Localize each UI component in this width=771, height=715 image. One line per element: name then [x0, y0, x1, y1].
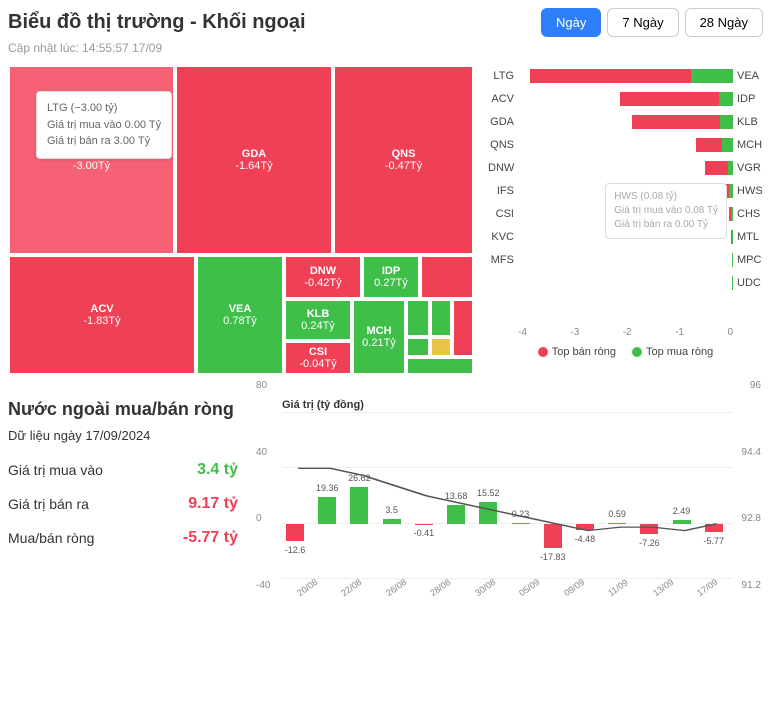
net-title: Nước ngoài mua/bán ròng — [8, 399, 238, 420]
treemap-cell-small[interactable] — [406, 299, 430, 337]
net-date: Dữ liệu ngày 17/09/2024 — [8, 428, 238, 443]
hbar-row[interactable]: GDA KLB — [488, 111, 763, 133]
net-summary: Nước ngoài mua/bán ròng Dữ liệu ngày 17/… — [8, 399, 238, 599]
hbar-label-left: DNW — [488, 162, 518, 174]
hbar-label-right: VEA — [733, 70, 763, 82]
yaxis-left-tick: -40 — [256, 580, 270, 591]
hbar-chart[interactable]: HWS (0.08 tỷ) Giá trị mua vào 0.08 Tỷ Gi… — [488, 65, 763, 325]
hbar-label-left: GDA — [488, 116, 518, 128]
hbar-label-right: KLB — [733, 116, 763, 128]
xaxis-tick: 13/09 — [651, 577, 675, 598]
tooltip-line1: Giá trị mua vào 0.08 Tỷ — [614, 204, 718, 218]
hbar-label-left: QNS — [488, 139, 518, 151]
hbar-row[interactable]: DNW VGR — [488, 157, 763, 179]
hbar-tick: -2 — [623, 327, 632, 338]
timestamp: Cập nhật lúc: 14:55:57 17/09 — [8, 41, 763, 55]
treemap-cell-small[interactable] — [406, 337, 430, 357]
xaxis-tick: 09/09 — [562, 577, 586, 598]
bar-panel: HWS (0.08 tỷ) Giá trị mua vào 0.08 Tỷ Gi… — [488, 65, 763, 375]
xaxis-tick: 17/09 — [695, 577, 719, 598]
yaxis-left-tick: 40 — [256, 447, 267, 458]
xaxis-tick: 26/08 — [384, 577, 408, 598]
hbar-label-right: HWS — [733, 185, 763, 197]
treemap-cell-IDP[interactable]: IDP0.27Tỷ — [362, 255, 420, 299]
treemap-tooltip: LTG (−3.00 tỷ)Giá trị mua vào 0.00 TỷGiá… — [36, 91, 172, 159]
yaxis-right-tick: 92.8 — [742, 513, 761, 524]
treemap-cell-VEA[interactable]: VEA0.78Tỷ — [196, 255, 284, 375]
combo-title: Giá trị (tỷ đồng) — [282, 399, 364, 411]
yaxis-right-tick: 91.2 — [742, 580, 761, 591]
hbar-label-right: VGR — [733, 162, 763, 174]
treemap-cell-DNW[interactable]: DNW-0.42Tỷ — [284, 255, 362, 299]
hbar-label-left: LTG — [488, 70, 518, 82]
xaxis-tick: 22/08 — [339, 577, 363, 598]
hbar-tick: -4 — [518, 327, 527, 338]
yaxis-right-tick: 96 — [750, 380, 761, 391]
xaxis-tick: 05/09 — [517, 577, 541, 598]
hbar-label-left: KVC — [488, 231, 518, 243]
treemap-cell-small[interactable] — [430, 299, 452, 337]
hbar-label-right: MCH — [733, 139, 763, 151]
treemap-cell-GDA[interactable]: GDA-1.64Tỷ — [175, 65, 333, 255]
tooltip-title: HWS (0.08 tỷ) — [614, 190, 718, 204]
tab-7 Ngày[interactable]: 7 Ngày — [607, 8, 678, 37]
legend-sell: Top bán ròng — [552, 346, 616, 358]
treemap-cell-small[interactable] — [406, 357, 474, 375]
net-row: Giá trị mua vào3.4 tỷ — [8, 461, 238, 479]
xaxis-tick: 11/09 — [606, 577, 630, 598]
hbar-tick: 0 — [727, 327, 733, 338]
hbar-row[interactable]: LTG VEA — [488, 65, 763, 87]
net-row: Giá trị bán ra9.17 tỷ — [8, 495, 238, 513]
yaxis-left-tick: 0 — [256, 513, 262, 524]
xaxis-tick: 20/08 — [295, 577, 319, 598]
hbar-tick: -3 — [570, 327, 579, 338]
hbar-label-left: ACV — [488, 93, 518, 105]
treemap-cell-small[interactable] — [420, 255, 474, 299]
hbar-label-left: IFS — [488, 185, 518, 197]
page-title: Biểu đồ thị trường - Khối ngoại — [8, 11, 306, 34]
hbar-label-right: IDP — [733, 93, 763, 105]
treemap-cell-QNS[interactable]: QNS-0.47Tỷ — [333, 65, 474, 255]
hbar-axis: -4 -3 -2 -1 0 — [488, 325, 763, 340]
hbar-row[interactable]: ACV IDP — [488, 88, 763, 110]
legend-buy: Top mua ròng — [646, 346, 713, 358]
bar-tooltip: HWS (0.08 tỷ) Giá trị mua vào 0.08 Tỷ Gi… — [605, 183, 727, 239]
yaxis-left-tick: 80 — [256, 380, 267, 391]
tab-Ngày[interactable]: Ngày — [541, 8, 601, 37]
treemap[interactable]: LTG-3.00TỷGDA-1.64TỷQNS-0.47TỷACV-1.83Tỷ… — [8, 65, 474, 375]
treemap-cell-CSI[interactable]: CSI-0.04Tỷ — [284, 341, 352, 375]
hbar-row[interactable]: QNS MCH — [488, 134, 763, 156]
combo-line — [282, 413, 733, 579]
tab-28 Ngày[interactable]: 28 Ngày — [685, 8, 763, 37]
treemap-cell-small[interactable] — [452, 299, 474, 357]
hbar-row[interactable]: UDC — [488, 272, 763, 294]
hbar-label-right: MPC — [733, 254, 763, 266]
treemap-cell-small[interactable] — [430, 337, 452, 357]
treemap-cell-MCH[interactable]: MCH0.21Tỷ — [352, 299, 406, 375]
tooltip-line2: Giá trị bán ra 0.00 Tỷ — [614, 218, 718, 232]
hbar-label-right: CHS — [733, 208, 763, 220]
xaxis-tick: 28/08 — [428, 577, 452, 598]
xaxis-tick: 30/08 — [473, 577, 497, 598]
time-tabs: Ngày7 Ngày28 Ngày — [541, 8, 763, 37]
hbar-row[interactable]: MFS MPC — [488, 249, 763, 271]
hbar-label-right: UDC — [733, 277, 763, 289]
net-row: Mua/bán ròng-5.77 tỷ — [8, 529, 238, 547]
combo-chart[interactable]: Giá trị (tỷ đồng) -12.619.3626.623.5-0.4… — [252, 399, 763, 599]
hbar-label-left: CSI — [488, 208, 518, 220]
yaxis-right-tick: 94.4 — [742, 447, 761, 458]
hbar-tick: -1 — [675, 327, 684, 338]
hbar-legend: Top bán ròng Top mua ròng — [488, 346, 763, 358]
hbar-label-right: MTL — [733, 231, 763, 243]
hbar-label-left: MFS — [488, 254, 518, 266]
treemap-cell-KLB[interactable]: KLB0.24Tỷ — [284, 299, 352, 341]
treemap-cell-ACV[interactable]: ACV-1.83Tỷ — [8, 255, 196, 375]
